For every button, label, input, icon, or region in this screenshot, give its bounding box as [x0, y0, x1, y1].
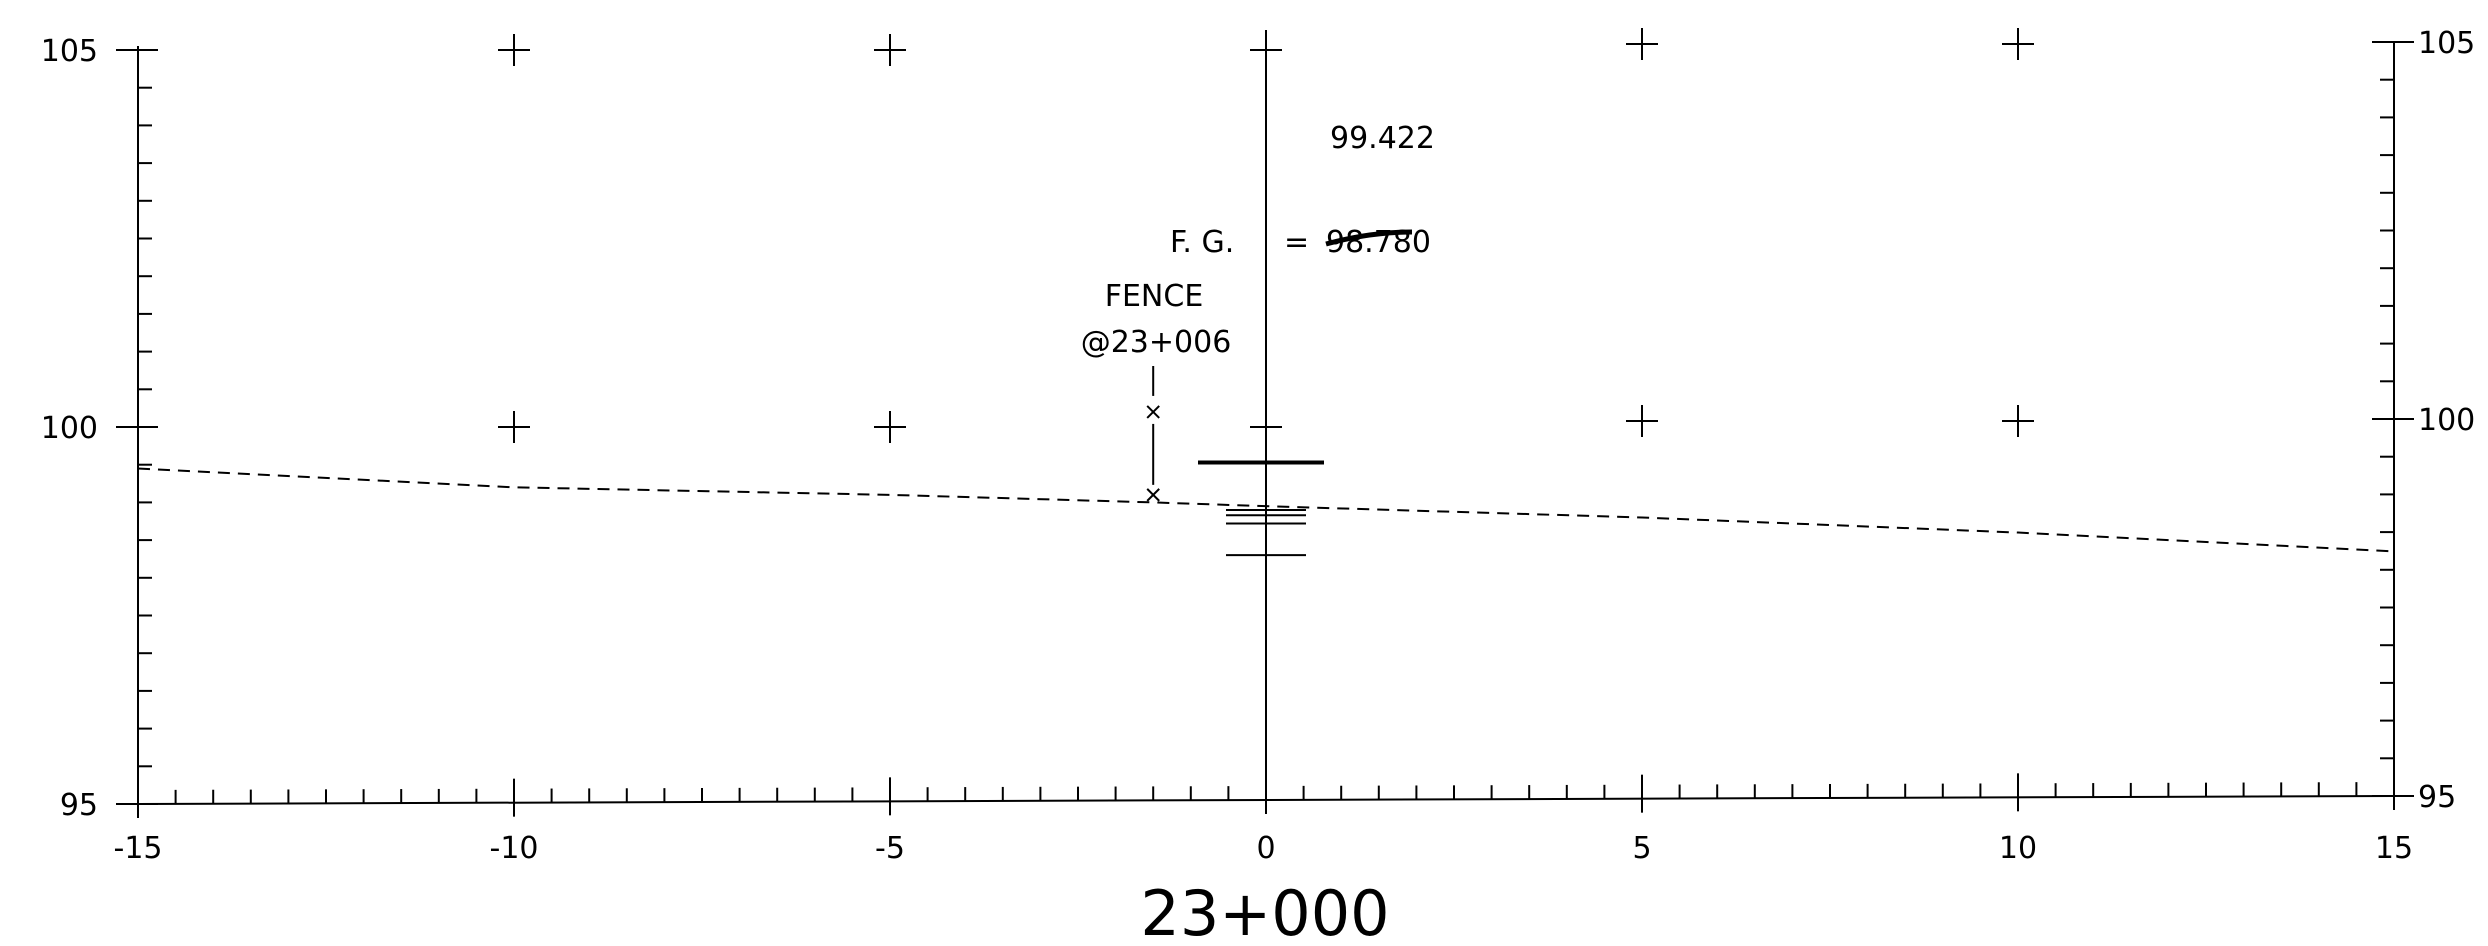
x-tick-label: 5 — [1632, 831, 1651, 866]
x-tick-label: 10 — [1999, 831, 2037, 866]
fence-marker — [1146, 366, 1160, 502]
fence-station-label: @23+006 — [1081, 325, 1232, 360]
fg-label: F. G. — [1170, 225, 1234, 260]
x-tick-label: -10 — [490, 831, 539, 866]
fence-label: FENCE — [1105, 279, 1204, 314]
fg-value-struck: 98.780 — [1326, 225, 1431, 260]
y-tick-label-left: 100 — [41, 411, 98, 446]
y-tick-label-right: 105 — [2418, 26, 2475, 61]
y-tick-label-right: 95 — [2418, 780, 2456, 815]
grid-crosses — [498, 28, 2034, 443]
y-tick-label-right: 100 — [2418, 403, 2475, 438]
axis-ticks — [116, 41, 2414, 818]
fence-bottom-x-b — [1146, 488, 1160, 502]
x-tick-label: -15 — [114, 831, 163, 866]
station-label: 23+000 — [1140, 877, 1389, 946]
x-tick-label: -5 — [875, 831, 905, 866]
x-tick-label: 15 — [2375, 831, 2413, 866]
y-tick-label-left: 105 — [41, 34, 98, 69]
fg-value-handwritten: 99.422 — [1330, 121, 1435, 156]
fence-top-x-b — [1146, 405, 1160, 419]
y-tick-label-left: 95 — [60, 788, 98, 823]
centerline-elevation-marks — [1198, 460, 1324, 557]
fg-strike-line — [1325, 229, 1413, 247]
x-tick-label: 0 — [1256, 831, 1275, 866]
fg-equals: = — [1284, 225, 1309, 260]
